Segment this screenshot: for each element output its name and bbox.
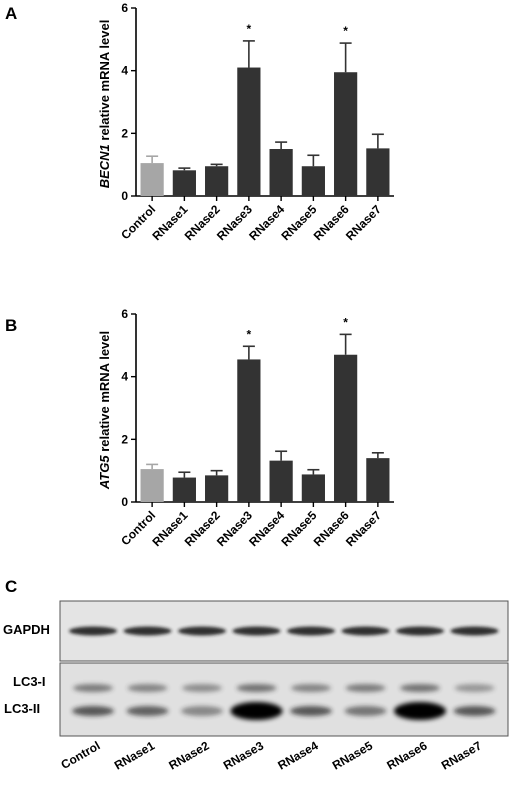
gapdh-band	[341, 626, 390, 636]
bar-rnase7	[366, 458, 390, 502]
gapdh-label: GAPDH	[3, 622, 50, 637]
lc3i-band	[291, 684, 331, 692]
panel-c-letter: C	[5, 577, 17, 596]
lc3ii-band	[344, 706, 387, 716]
chart-a-ylabel-text: relative mRNA level	[97, 20, 112, 145]
lc3i-band	[400, 684, 440, 692]
chart-a-ylabel-gene: BECN1	[97, 144, 112, 188]
x-tick-label: RNase7	[343, 202, 384, 243]
lc3ii-band	[72, 706, 114, 716]
bar-rnase6	[334, 354, 358, 502]
blot-bands	[69, 626, 499, 720]
lc3-blot-box	[59, 662, 509, 737]
lc3i-band	[73, 684, 113, 692]
lc3i-band	[236, 684, 277, 692]
bar-rnase7	[366, 148, 390, 196]
lc3ii-band	[181, 706, 223, 716]
bar-rnase5	[301, 474, 325, 502]
lc3ii-band	[453, 706, 496, 716]
blot-lane-label: RNase2	[166, 738, 211, 772]
significance-marker: *	[247, 327, 252, 341]
blot-lane-label: RNase6	[384, 738, 429, 772]
blot-lane-label: RNase1	[112, 738, 157, 772]
bar-rnase1	[172, 170, 196, 196]
lc3i-band	[127, 684, 168, 692]
lc3i-band	[454, 684, 495, 692]
chart-b: 0246ControlRNase1RNase2*RNase3RNase4RNas…	[118, 307, 394, 549]
gapdh-band	[69, 626, 117, 636]
blot-lane-label: Control	[59, 738, 103, 771]
y-tick-label: 2	[121, 432, 128, 446]
bar-rnase2	[205, 166, 229, 196]
blot-lane-label: RNase7	[439, 738, 484, 772]
blot-lane-label: RNase4	[275, 738, 320, 772]
chart-a-ylabel: BECN1 relative mRNA level	[97, 20, 112, 189]
significance-marker: *	[343, 315, 348, 329]
gapdh-band	[232, 626, 281, 636]
significance-marker: *	[343, 24, 348, 38]
y-tick-label: 0	[121, 495, 128, 509]
lc3ii-band	[230, 702, 283, 720]
lc3ii-label: LC3-II	[4, 701, 40, 716]
gapdh-band	[123, 626, 172, 636]
bar-rnase4	[269, 460, 293, 502]
bar-control	[140, 163, 164, 196]
chart-b-ylabel: ATG5 relative mRNA level	[97, 331, 112, 490]
y-tick-label: 4	[121, 370, 128, 384]
blot-lane-label: RNase3	[221, 738, 266, 772]
gapdh-band	[450, 626, 499, 636]
y-tick-label: 6	[121, 307, 128, 321]
y-tick-label: 2	[121, 126, 128, 140]
panel-a-letter: A	[5, 4, 17, 23]
lc3i-band	[182, 684, 222, 692]
bar-rnase1	[172, 477, 196, 502]
chart-b-ylabel-text: relative mRNA level	[97, 331, 112, 456]
gapdh-band	[178, 626, 226, 636]
y-tick-label: 0	[121, 189, 128, 203]
lc3i-band	[345, 684, 386, 692]
lc3ii-band	[290, 706, 332, 716]
chart-a: 0246ControlRNase1RNase2*RNase3RNase4RNas…	[118, 1, 394, 243]
gapdh-band	[287, 626, 335, 636]
significance-marker: *	[247, 22, 252, 36]
y-tick-label: 6	[121, 1, 128, 15]
chart-b-ylabel-gene: ATG5	[97, 455, 112, 490]
bar-rnase6	[334, 72, 358, 196]
lc3ii-band	[126, 706, 169, 716]
blot-lane-labels: Control RNase1 RNase2 RNase3 RNase4 RNase5 RNa…	[59, 738, 485, 772]
bar-control	[140, 469, 164, 502]
lc3i-label: LC3-I	[13, 674, 46, 689]
bar-rnase4	[269, 149, 293, 196]
blot-lane-label: RNase5	[330, 738, 375, 772]
lc3ii-band	[394, 702, 446, 720]
y-tick-label: 4	[121, 64, 128, 78]
bar-rnase5	[301, 166, 325, 196]
gapdh-band	[396, 626, 444, 636]
panel-b-letter: B	[5, 316, 17, 335]
bar-rnase3	[237, 67, 261, 197]
x-tick-label: RNase7	[343, 508, 384, 549]
bar-rnase2	[205, 475, 229, 502]
bar-rnase3	[237, 359, 261, 502]
